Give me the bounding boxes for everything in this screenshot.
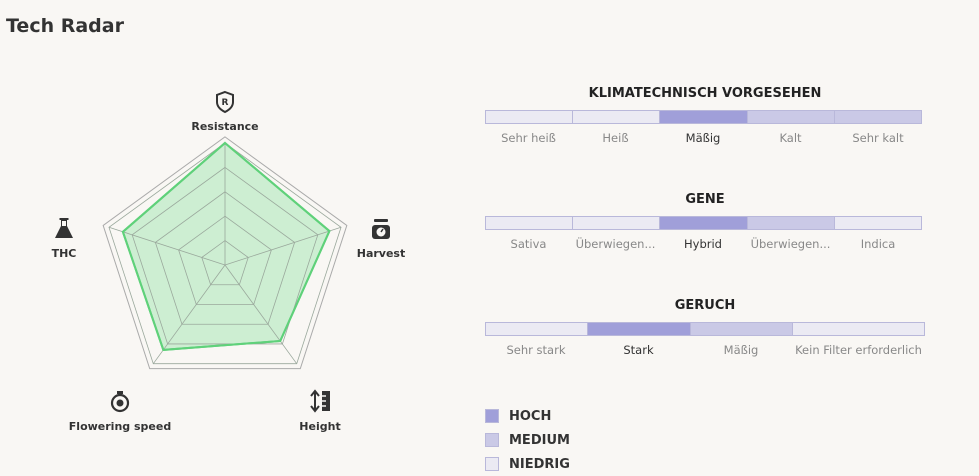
radar-axis-label: THC xyxy=(52,247,77,260)
legend-label: NIEDRIG xyxy=(509,456,570,472)
radar-spoke xyxy=(224,264,298,364)
scale-segment xyxy=(485,322,587,336)
height-ruler-icon xyxy=(310,389,330,413)
radar-spoke xyxy=(108,226,226,266)
scale-category-label: Kein Filter erforderlich xyxy=(795,343,922,357)
radar-spoke xyxy=(224,226,342,266)
legend-label: HOCH xyxy=(509,408,552,424)
scale-category-label: Stark xyxy=(623,343,654,357)
scale-icon xyxy=(372,219,390,239)
scale-segment xyxy=(485,216,572,230)
radar-series-outline xyxy=(121,141,331,351)
legend-item-medium: MEDIUM xyxy=(485,428,570,452)
radar-grid-ring xyxy=(178,215,272,305)
scale-title: KLIMATECHNISCH VORGESEHEN xyxy=(588,86,822,101)
radar-axis-label: Harvest xyxy=(357,247,406,260)
radar-spoke xyxy=(152,264,226,364)
scale-category-label: Sehr kalt xyxy=(852,131,904,145)
radar-grid-ring xyxy=(154,191,296,325)
scale-category-label: Sativa xyxy=(510,237,547,251)
legend-item-hoch: HOCH xyxy=(485,404,570,428)
scale-segment xyxy=(834,110,922,124)
scale-category-label: Überwiegen... xyxy=(750,237,831,251)
scale-category-label: Mäßig xyxy=(723,343,759,357)
scale-category-label: Indica xyxy=(860,237,896,251)
radar-series xyxy=(108,141,342,365)
scale-segment xyxy=(792,322,925,336)
page-title: Tech Radar xyxy=(6,15,124,37)
scale-category-label: Hybrid xyxy=(684,237,722,251)
scale-segment xyxy=(485,110,572,124)
scale-segment xyxy=(747,216,834,230)
scale-labels: Sehr stark Stark Mäßig Kein Filter erforder… xyxy=(485,343,925,357)
radar-series-area xyxy=(121,141,331,351)
scale-bar xyxy=(485,110,925,124)
scale-segment xyxy=(690,322,792,336)
scale-segment xyxy=(572,110,659,124)
radar-grid-ring xyxy=(131,166,319,345)
scale-bar xyxy=(485,216,925,230)
scale-category-label: Sehr stark xyxy=(506,343,566,357)
scale-segment xyxy=(659,110,747,124)
legend-item-niedrig: NIEDRIG xyxy=(485,452,570,476)
scale-labels: Sehr heiß Heiß Mäßig Kalt Sehr kalt xyxy=(485,131,925,145)
scale-bar xyxy=(485,322,925,336)
radar-chart: Resistance Harvest Height Flowering speed TH… xyxy=(52,90,406,433)
scale-segment xyxy=(572,216,659,230)
radar-icons: R xyxy=(55,90,390,413)
scale-category-label: Sehr heiß xyxy=(501,131,556,145)
stopwatch-icon xyxy=(110,391,130,413)
scale-labels: Sativa Überwiegen... Hybrid Überwiegen... In… xyxy=(485,237,925,251)
radar-axis-label: Flowering speed xyxy=(69,420,171,433)
radar-grid-ring xyxy=(201,240,249,286)
scale-title: GENE xyxy=(685,192,725,207)
shield-r-icon: R xyxy=(216,90,234,114)
scale-segment xyxy=(659,216,747,230)
radar-outer-ring xyxy=(102,136,348,370)
legend-label: MEDIUM xyxy=(509,432,570,448)
legend-swatch xyxy=(485,457,499,471)
radar-grid xyxy=(102,136,348,370)
scale-segment xyxy=(834,216,922,230)
flask-icon xyxy=(55,218,73,238)
scale-category-label: Heiß xyxy=(602,131,629,145)
radar-axis-label: Height xyxy=(299,420,340,433)
scale-category-label: Überwiegen... xyxy=(575,237,656,251)
legend-swatch xyxy=(485,409,499,423)
legend: HOCH MEDIUM NIEDRIG xyxy=(485,404,570,476)
scale-title: GERUCH xyxy=(674,298,736,313)
radar-grid-ring xyxy=(108,142,342,365)
scale-segment xyxy=(587,322,690,336)
scale-segment xyxy=(747,110,834,124)
svg-text:R: R xyxy=(222,98,229,108)
scale-category-label: Kalt xyxy=(779,131,802,145)
scale-category-label: Mäßig xyxy=(685,131,721,145)
legend-swatch xyxy=(485,433,499,447)
radar-labels: Resistance Harvest Height Flowering speed TH… xyxy=(52,120,406,433)
radar-axis-label: Resistance xyxy=(191,120,258,133)
